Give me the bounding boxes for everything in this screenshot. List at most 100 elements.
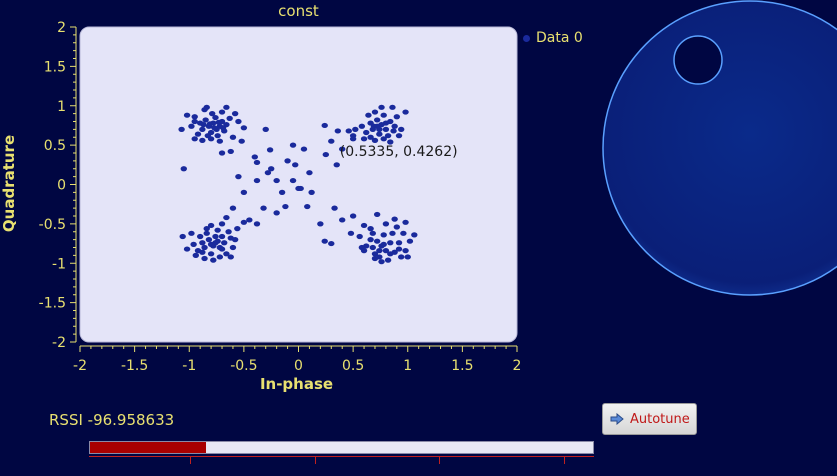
arrow-right-icon <box>610 413 624 425</box>
data-point <box>260 205 267 211</box>
data-point <box>328 138 335 144</box>
data-point <box>373 123 381 129</box>
data-point <box>306 170 313 176</box>
data-point <box>179 233 186 240</box>
data-point <box>201 244 208 251</box>
data-point <box>218 109 226 115</box>
x-tick-label: 2 <box>513 358 522 374</box>
data-point <box>378 104 385 110</box>
data-point <box>199 240 206 246</box>
data-point <box>246 217 253 223</box>
data-point <box>395 133 403 139</box>
data-point <box>273 177 280 184</box>
data-point <box>404 254 411 260</box>
knob-grip-icon[interactable] <box>673 35 723 85</box>
data-point <box>203 104 210 110</box>
chart-legend[interactable]: Data 0 <box>523 30 583 46</box>
rssi-scale-line <box>89 456 594 457</box>
y-tick-label: 1.5 <box>44 59 66 75</box>
data-point <box>339 217 346 223</box>
data-point <box>262 126 269 132</box>
data-point <box>371 255 379 262</box>
data-point <box>376 131 383 137</box>
data-point <box>206 121 214 127</box>
data-point <box>284 158 291 164</box>
data-point <box>199 137 206 143</box>
cursor-coordinate-readout: (0.5335, 0.4262) <box>340 144 458 160</box>
legend-entry-label: Data 0 <box>536 30 583 46</box>
knob-body[interactable] <box>602 0 837 296</box>
data-point <box>363 129 370 136</box>
data-point <box>360 136 368 142</box>
plot-area[interactable] <box>79 26 518 343</box>
data-point <box>328 240 335 247</box>
rssi-scale-tick <box>190 456 191 464</box>
data-point <box>393 224 401 230</box>
rssi-scale-tick <box>439 456 440 464</box>
y-axis: 2 1.5 1 0.5 0 -0.5 -1 -1.5 -2 <box>39 20 77 351</box>
y-tick-label: -1.5 <box>39 296 66 312</box>
data-point <box>373 238 381 244</box>
data-point <box>380 136 387 142</box>
data-point <box>282 203 289 210</box>
autotune-button[interactable]: Autotune <box>602 403 697 435</box>
data-point <box>207 136 215 142</box>
data-point <box>292 162 299 168</box>
data-point <box>365 112 372 118</box>
data-point <box>373 117 381 123</box>
data-point <box>231 111 239 117</box>
data-point <box>202 117 209 123</box>
data-point <box>304 203 311 210</box>
data-point <box>300 146 308 152</box>
data-point <box>397 254 405 260</box>
data-point <box>382 221 390 227</box>
data-point <box>215 119 222 125</box>
x-tick-label: 1 <box>403 358 412 374</box>
data-point <box>223 214 230 221</box>
data-point <box>227 254 234 260</box>
data-point <box>200 122 207 128</box>
rssi-scale-tick <box>315 456 316 464</box>
data-point <box>226 115 233 121</box>
data-point <box>188 230 195 236</box>
data-point <box>360 222 368 229</box>
data-point <box>378 259 385 265</box>
data-point <box>308 189 315 195</box>
data-point <box>183 246 191 252</box>
data-point <box>178 126 185 132</box>
data-point <box>191 118 198 125</box>
data-point <box>393 114 401 120</box>
data-point <box>358 123 366 129</box>
tuning-knob[interactable] <box>600 0 837 300</box>
data-point <box>334 128 342 134</box>
autotune-label: Autotune <box>630 411 690 427</box>
data-point <box>345 128 352 134</box>
data-point <box>373 211 381 218</box>
data-point <box>380 241 387 247</box>
data-point <box>235 174 242 180</box>
data-point <box>339 146 346 152</box>
y-tick-label: 0.5 <box>44 138 66 154</box>
data-point <box>391 123 398 129</box>
data-point <box>199 249 206 255</box>
data-point <box>317 221 324 227</box>
data-point <box>229 205 237 211</box>
data-point <box>390 128 397 134</box>
data-point <box>219 125 227 131</box>
data-point <box>251 154 258 160</box>
data-point <box>369 230 376 236</box>
data-point <box>347 230 355 236</box>
chart-title: const <box>278 2 319 20</box>
data-point <box>203 230 210 236</box>
data-point <box>278 189 286 195</box>
data-point <box>216 138 224 144</box>
data-point <box>406 238 414 244</box>
data-point <box>231 237 239 243</box>
x-tick-label: 0.5 <box>342 358 364 374</box>
data-point <box>225 229 232 235</box>
data-point <box>367 226 374 232</box>
data-point <box>205 237 213 243</box>
data-point <box>207 222 215 229</box>
constellation-plot[interactable]: -2 -1.5 -1 -0.5 0 0.5 1 1.5 2 2 1.5 1 0.5 0 -0.5 -1 -1.… <box>0 0 600 400</box>
